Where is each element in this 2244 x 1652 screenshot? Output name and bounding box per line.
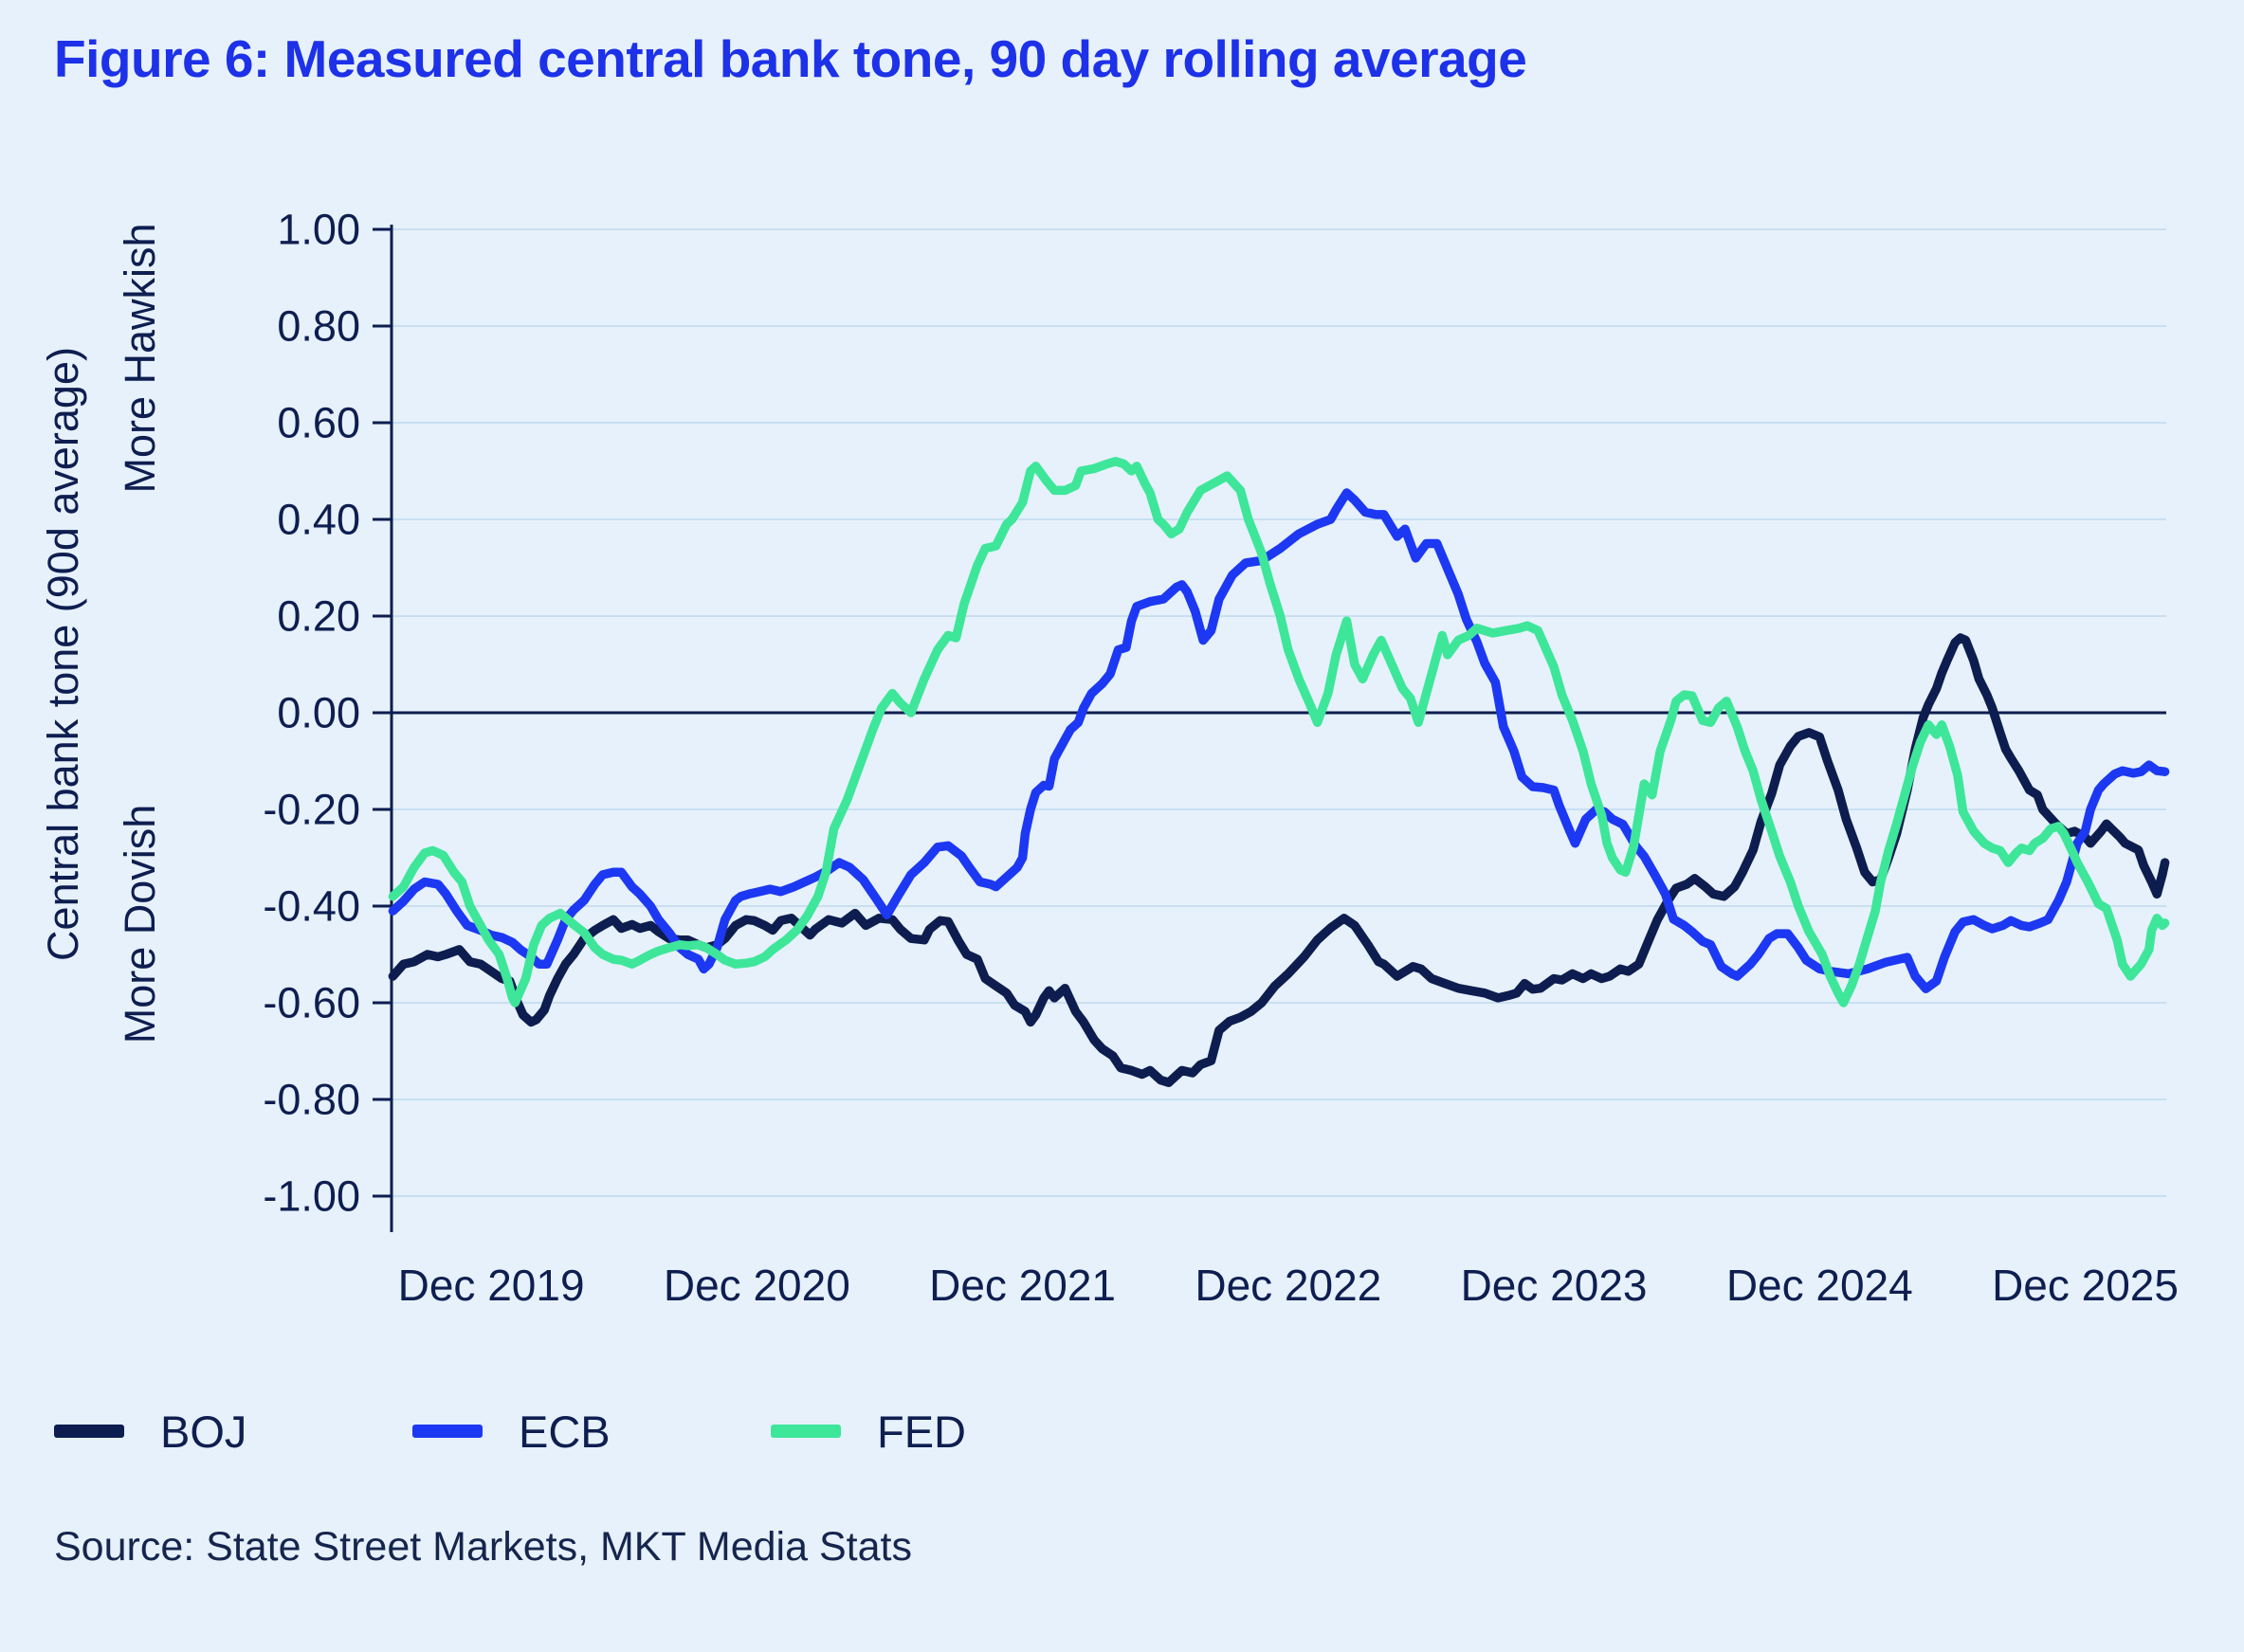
- figure-title: Figure 6: Measured central bank tone, 90…: [54, 29, 1527, 88]
- y-tick-label: -1.00: [263, 1172, 360, 1221]
- gridlines: [392, 228, 2166, 1197]
- fed-line-swatch: [771, 1425, 841, 1438]
- y-tick-label: -0.20: [263, 786, 360, 834]
- series-line-fed: [388, 457, 2170, 1008]
- x-tick-label: Dec 2025: [1992, 1261, 2179, 1310]
- y-axis-title: Central bank tone (90d average): [39, 347, 87, 961]
- boj-line-swatch: [54, 1425, 124, 1438]
- x-tick-label: Dec 2022: [1195, 1261, 1381, 1310]
- x-tick-label: Dec 2021: [929, 1261, 1116, 1310]
- source-caption: Source: State Street Markets, MKT Media …: [54, 1524, 912, 1570]
- y-tick-label: 1.00: [277, 206, 360, 254]
- legend-item-boj: BOJ: [54, 1407, 246, 1457]
- y-tick-label: 0.60: [277, 399, 360, 447]
- legend-label-fed: FED: [877, 1406, 966, 1457]
- more-hawkish-label: More Hawkish: [116, 223, 164, 493]
- legend-label-ecb: ECB: [519, 1406, 611, 1457]
- series-line-ecb: [388, 488, 2170, 993]
- x-tick-labels: Dec 2019 Dec 2020 Dec 2021 Dec 2022 Dec 2023…: [398, 1261, 2179, 1310]
- legend-label-boj: BOJ: [160, 1406, 247, 1457]
- chart-legend: BOJ ECB FED: [0, 1407, 2244, 1465]
- x-tick-label: Dec 2020: [664, 1261, 850, 1310]
- y-axis: [373, 225, 393, 1232]
- y-tick-label: 0.80: [277, 302, 360, 351]
- y-tick-label: 0.00: [277, 689, 360, 737]
- legend-item-ecb: ECB: [412, 1407, 611, 1457]
- x-tick-label: Dec 2024: [1726, 1261, 1913, 1310]
- y-tick-labels: 1.00 0.80 0.60 0.40 0.20 0.00 -0.20 -0.40 -0.60 -…: [263, 206, 360, 1221]
- y-tick-label: -0.60: [263, 979, 360, 1027]
- x-tick-label: Dec 2019: [398, 1261, 585, 1310]
- ecb-line-swatch: [412, 1425, 483, 1438]
- y-tick-label: 0.40: [277, 496, 360, 544]
- more-dovish-label: More Dovish: [116, 805, 164, 1044]
- y-tick-label: -0.80: [263, 1076, 360, 1124]
- legend-item-fed: FED: [771, 1407, 966, 1457]
- series-line-boj: [388, 633, 2170, 1087]
- data-series: [388, 457, 2170, 1087]
- y-tick-label: -0.40: [263, 882, 360, 931]
- y-tick-label: 0.20: [277, 592, 360, 641]
- x-tick-label: Dec 2023: [1461, 1261, 1648, 1310]
